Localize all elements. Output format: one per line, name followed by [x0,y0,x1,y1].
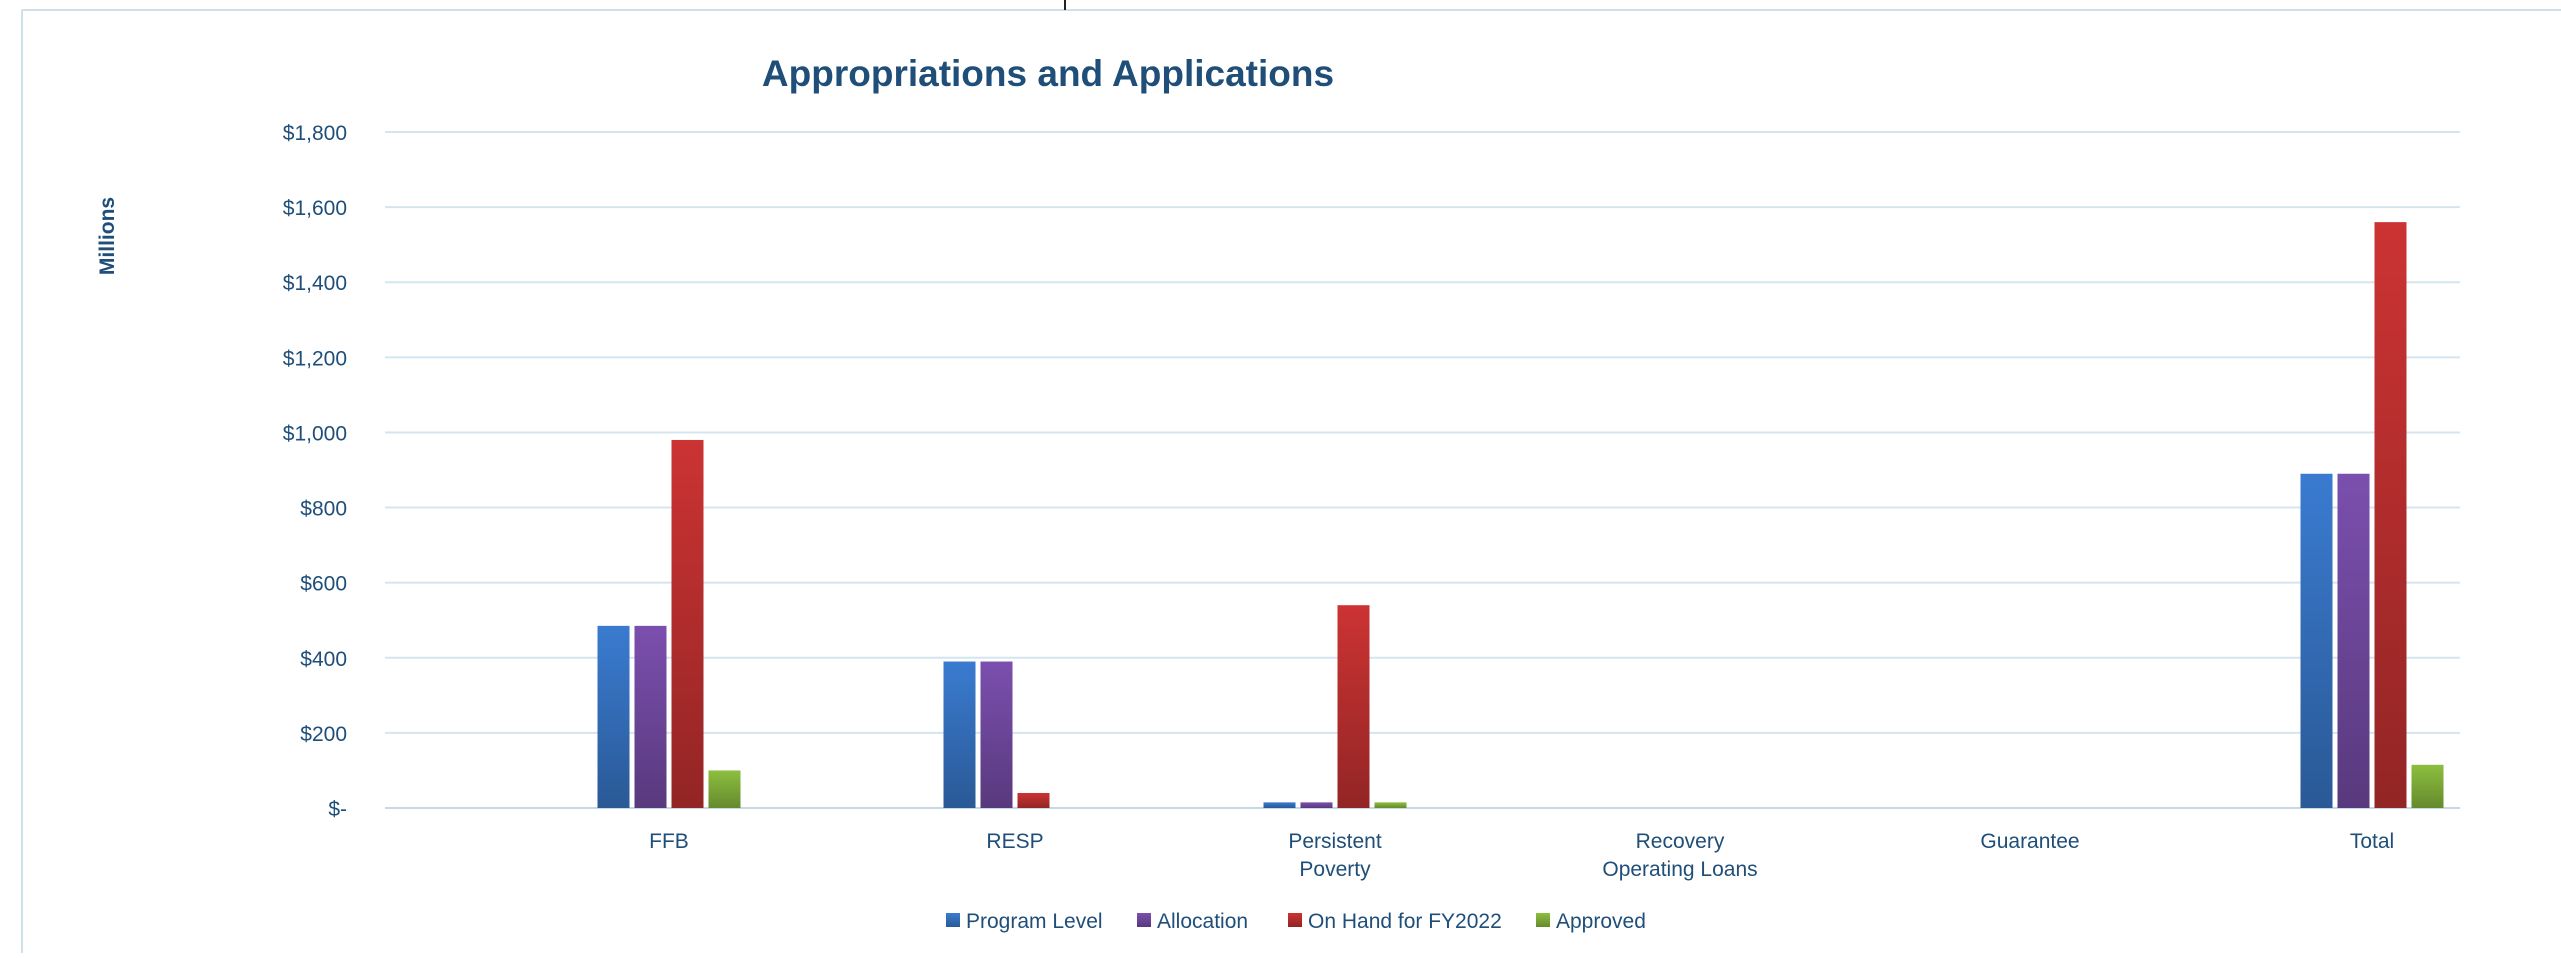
bar [634,625,667,808]
gridlines [385,131,2460,809]
bar [1374,802,1407,808]
y-tick-labels: $- $200 $400 $600 $800 $1,000 $1,200 $1,400 $1,6… [283,122,347,821]
y-tick-label: $1,400 [283,272,347,295]
x-tick-label: Total [2350,830,2394,853]
bar [1300,802,1333,808]
x-tick-labels: FFB RESP Persistent Poverty Recovery Operatin… [649,830,2394,881]
legend-label: Approved [1556,910,1646,933]
y-tick-label: $200 [300,723,347,746]
legend-item: Allocation [1137,910,1248,933]
legend-item: On Hand for FY2022 [1288,910,1502,933]
y-tick-label: $1,600 [283,197,347,220]
x-tick-label: Recovery Operating Loans [1602,830,1757,881]
bar [943,661,976,808]
bars [597,222,2444,809]
bar [2337,473,2370,808]
bar [1017,792,1050,808]
legend-label: Program Level [966,910,1103,933]
bar [980,661,1013,808]
bar [708,770,741,808]
legend: Program Level Allocation On Hand for FY202… [946,910,1646,933]
x-tick-label: Persistent Poverty [1288,830,1382,881]
y-tick-label: $1,200 [283,347,347,370]
bar [2300,473,2333,808]
x-tick-label: RESP [986,830,1043,853]
legend-item: Program Level [946,910,1103,933]
bar [1263,802,1296,808]
bar [671,439,704,808]
bar [1337,605,1370,808]
legend-swatch [1137,913,1151,927]
legend-label: On Hand for FY2022 [1308,910,1502,933]
x-tick-label: FFB [649,830,689,853]
y-tick-label: $- [328,798,347,821]
bar [2411,764,2444,808]
legend-item: Approved [1536,910,1646,933]
y-tick-label: $1,800 [283,122,347,145]
y-tick-label: $600 [300,573,347,596]
chart-title: Appropriations and Applications [762,53,1334,94]
legend-swatch [1536,913,1550,927]
bar [597,625,630,808]
legend-swatch [1288,913,1302,927]
y-tick-label: $800 [300,498,347,521]
y-axis-label: Millions [96,197,119,275]
legend-label: Allocation [1157,910,1248,933]
y-tick-label: $400 [300,648,347,671]
y-tick-label: $1,000 [283,422,347,445]
bar [2374,222,2407,809]
legend-swatch [946,913,960,927]
x-tick-label: Guarantee [1980,830,2079,853]
